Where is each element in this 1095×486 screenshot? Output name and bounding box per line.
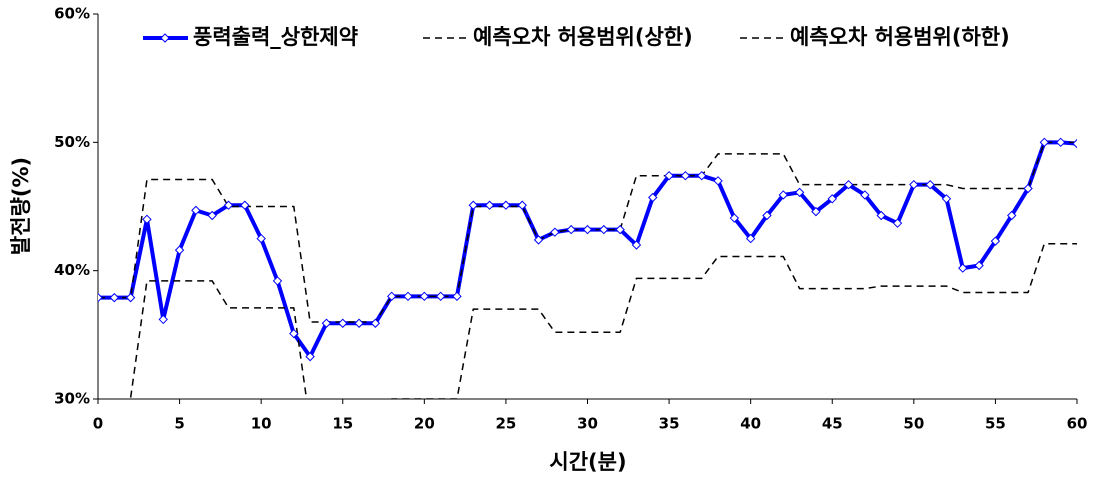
legend-label: 풍력출력_상한제약 bbox=[193, 25, 358, 49]
marker bbox=[419, 291, 430, 302]
x-tick-label: 40 bbox=[740, 415, 761, 433]
marker bbox=[582, 224, 593, 235]
marker bbox=[517, 200, 527, 210]
marker bbox=[435, 291, 446, 302]
marker bbox=[827, 194, 837, 204]
marker bbox=[1039, 137, 1050, 148]
x-tick-label: 50 bbox=[903, 415, 924, 433]
marker bbox=[338, 318, 348, 328]
marker bbox=[386, 291, 397, 302]
marker bbox=[794, 187, 805, 198]
marker bbox=[566, 224, 576, 235]
x-tick-label: 25 bbox=[495, 415, 516, 433]
y-tick-label: 30% bbox=[54, 390, 90, 408]
x-tick-label: 60 bbox=[1067, 415, 1088, 433]
marker bbox=[909, 179, 919, 190]
legend-label: 예측오차 허용범위(상한) bbox=[473, 25, 693, 49]
marker bbox=[680, 170, 691, 181]
marker bbox=[501, 200, 511, 210]
y-tick-label: 40% bbox=[54, 261, 90, 279]
marker bbox=[729, 213, 740, 223]
x-tick-label: 0 bbox=[93, 415, 103, 433]
marker bbox=[990, 236, 1001, 246]
series-line bbox=[128, 242, 1077, 399]
marker bbox=[648, 192, 658, 203]
marker bbox=[1007, 210, 1017, 221]
x-tick-label: 10 bbox=[251, 415, 272, 433]
marker bbox=[109, 292, 120, 303]
marker bbox=[745, 233, 756, 244]
marker bbox=[207, 210, 217, 221]
marker bbox=[321, 318, 332, 328]
marker bbox=[158, 314, 168, 325]
x-tick-label: 35 bbox=[659, 415, 680, 433]
marker bbox=[762, 210, 772, 221]
x-tick-label: 5 bbox=[174, 415, 184, 433]
legend-marker bbox=[160, 33, 170, 43]
x-tick-label: 20 bbox=[414, 415, 435, 433]
marker bbox=[958, 263, 968, 273]
marker bbox=[664, 170, 674, 181]
marker bbox=[713, 176, 723, 186]
marker bbox=[354, 318, 364, 328]
x-tick-label: 55 bbox=[985, 415, 1006, 433]
marker bbox=[240, 200, 250, 210]
marker bbox=[403, 291, 413, 302]
marker bbox=[697, 170, 707, 181]
marker bbox=[484, 200, 495, 210]
marker bbox=[599, 224, 609, 235]
marker bbox=[174, 245, 185, 255]
marker bbox=[191, 205, 201, 216]
x-axis-label: 시간(분) bbox=[549, 450, 626, 474]
marker bbox=[925, 179, 935, 190]
legend-label: 예측오차 허용범위(하한) bbox=[790, 25, 1010, 49]
marker bbox=[892, 218, 903, 228]
marker bbox=[615, 224, 625, 235]
y-axis-label: 발전량(%) bbox=[9, 157, 33, 255]
x-tick-label: 45 bbox=[822, 415, 843, 433]
marker bbox=[550, 227, 560, 237]
x-tick-label: 30 bbox=[577, 415, 598, 433]
plot-area bbox=[98, 137, 1077, 399]
marker bbox=[289, 328, 299, 339]
marker bbox=[843, 179, 854, 190]
marker bbox=[778, 190, 789, 200]
marker bbox=[98, 292, 103, 303]
marker bbox=[468, 200, 478, 210]
marker bbox=[272, 276, 283, 286]
marker bbox=[876, 210, 886, 221]
series-line bbox=[98, 140, 1077, 359]
x-tick-label: 15 bbox=[332, 415, 353, 433]
marker bbox=[256, 233, 266, 244]
marker bbox=[142, 214, 152, 225]
marker bbox=[305, 351, 315, 362]
marker bbox=[811, 206, 821, 217]
marker bbox=[125, 292, 136, 303]
marker bbox=[1023, 183, 1033, 194]
marker bbox=[1072, 138, 1077, 149]
y-tick-label: 60% bbox=[54, 5, 90, 23]
marker bbox=[223, 200, 234, 210]
marker bbox=[860, 190, 870, 200]
y-tick-label: 50% bbox=[54, 133, 90, 151]
marker bbox=[631, 240, 642, 250]
marker bbox=[941, 194, 952, 204]
marker bbox=[974, 260, 984, 271]
marker bbox=[370, 318, 381, 328]
marker bbox=[1055, 137, 1066, 148]
marker bbox=[533, 235, 544, 245]
marker bbox=[452, 291, 462, 302]
